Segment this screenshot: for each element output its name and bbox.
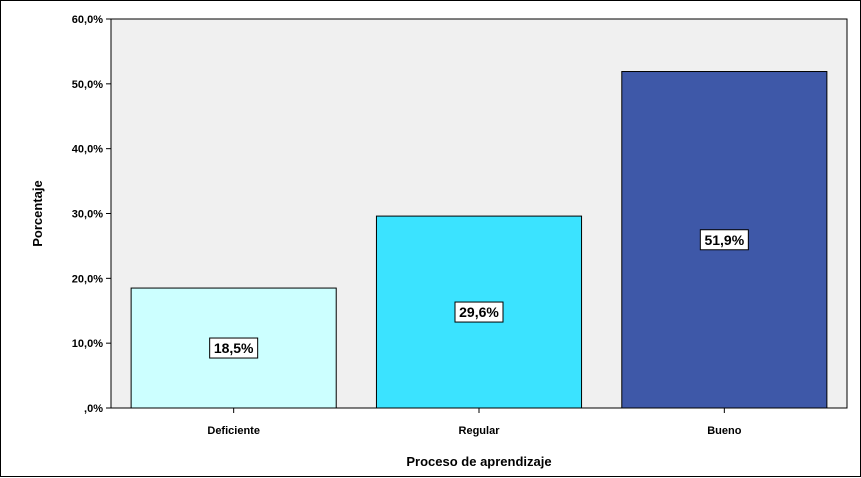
y-tick-label: 50,0% bbox=[72, 79, 103, 91]
data-label: 51,9% bbox=[704, 232, 744, 248]
x-axis-title: Proceso de aprendizaje bbox=[406, 454, 551, 469]
data-label: 29,6% bbox=[459, 304, 499, 320]
x-tick-label: Deficiente bbox=[207, 425, 260, 437]
y-tick-label: 60,0% bbox=[72, 14, 103, 26]
y-tick-label: 30,0% bbox=[72, 209, 103, 221]
y-tick-label: 40,0% bbox=[72, 144, 103, 156]
x-tick-label: Bueno bbox=[707, 425, 742, 437]
y-axis: ,0% 10,0% 20,0% 30,0% 40,0% 50,0% 60,0% bbox=[72, 14, 111, 415]
x-tick-label: Regular bbox=[459, 425, 501, 437]
y-tick-label: 10,0% bbox=[72, 338, 103, 350]
y-tick-label: 20,0% bbox=[72, 273, 103, 285]
data-label-box bbox=[699, 229, 749, 251]
y-tick-label: ,0% bbox=[84, 403, 103, 415]
bars: 18,5% 29,6% 51,9% bbox=[130, 71, 828, 409]
data-label-box bbox=[209, 337, 259, 359]
data-label-box bbox=[454, 301, 504, 323]
x-axis: Deficiente Regular Bueno bbox=[207, 408, 742, 437]
data-label: 18,5% bbox=[214, 340, 254, 356]
y-axis-title: Porcentaje bbox=[30, 180, 45, 246]
